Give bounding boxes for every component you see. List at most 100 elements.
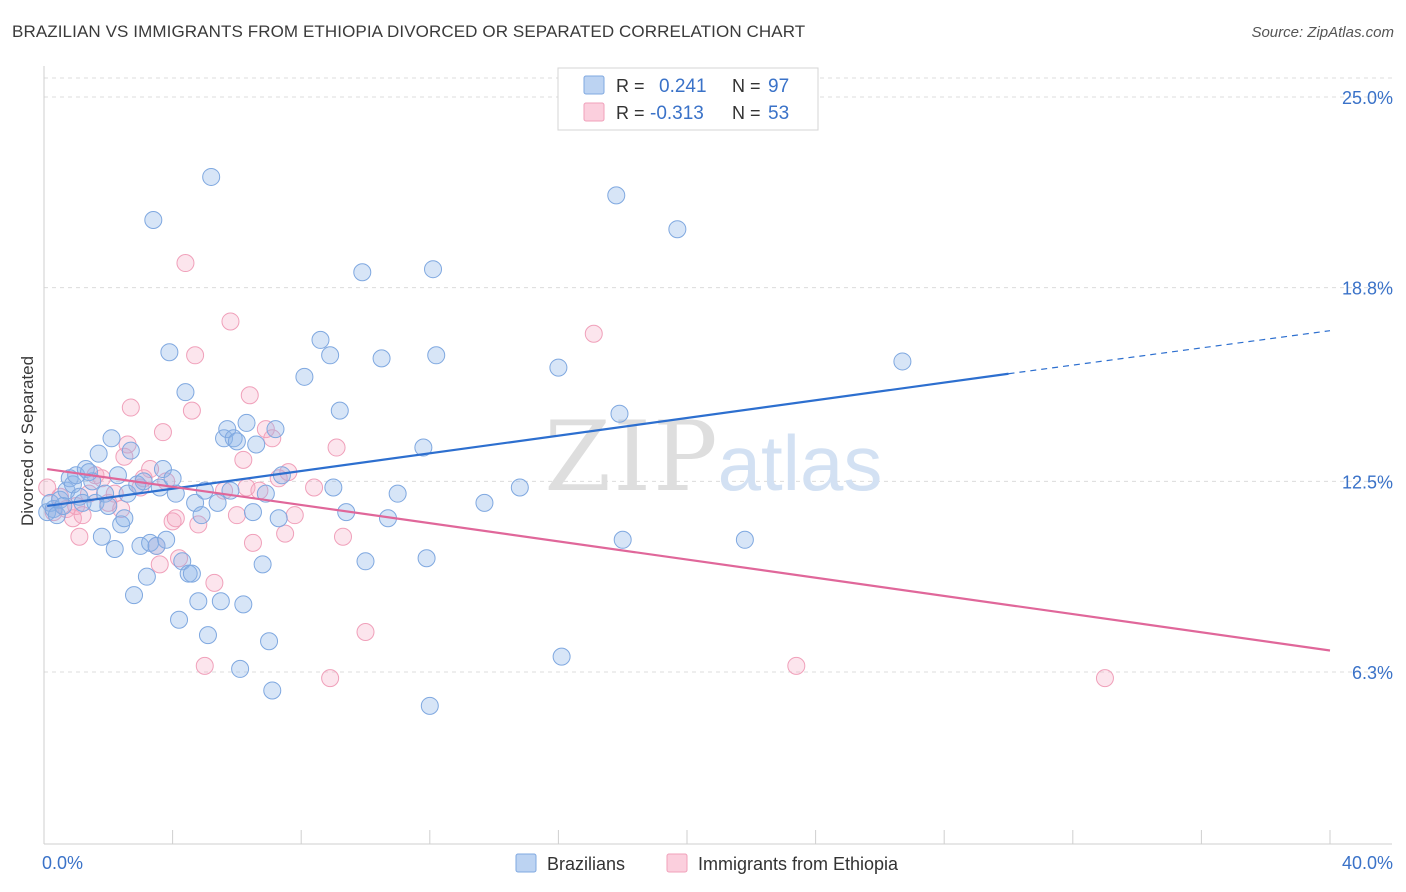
- source-label: Source: ZipAtlas.com: [1251, 24, 1394, 41]
- axes: [43, 66, 1392, 845]
- point-brazilians: [163, 469, 182, 488]
- trend-line-brazilians-extension: [1008, 330, 1331, 375]
- point-brazilians: [108, 466, 127, 485]
- series-brazilians-points: [38, 167, 912, 715]
- point-ethiopia: [276, 524, 295, 543]
- point-brazilians: [735, 530, 754, 549]
- point-brazilians: [105, 540, 124, 559]
- stats-pink-n-value: 53: [768, 103, 789, 124]
- point-brazilians: [266, 420, 285, 439]
- point-brazilians: [47, 506, 66, 525]
- point-brazilians: [510, 478, 529, 497]
- trend-lines: [47, 330, 1331, 652]
- point-brazilians: [157, 530, 176, 549]
- y-axis-label: Divorced or Separated: [18, 355, 37, 526]
- point-ethiopia: [305, 478, 324, 497]
- point-brazilians: [607, 186, 626, 205]
- legend-ethiopia-label: Immigrants from Ethiopia: [698, 854, 899, 874]
- point-ethiopia: [285, 506, 304, 525]
- point-brazilians: [227, 432, 246, 451]
- point-ethiopia: [327, 438, 346, 457]
- stats-blue-r-value: 0.241: [659, 76, 707, 97]
- point-brazilians: [99, 496, 118, 515]
- legend: Brazilians Immigrants from Ethiopia: [515, 853, 899, 874]
- point-brazilians: [102, 429, 121, 448]
- y-tick-label: 25.0%: [1342, 88, 1393, 108]
- point-brazilians: [243, 503, 262, 522]
- point-ethiopia: [150, 555, 169, 574]
- watermark: ZIP atlas: [544, 401, 882, 513]
- stats-pink-swatch: [583, 102, 605, 122]
- point-ethiopia: [227, 506, 246, 525]
- point-brazilians: [388, 484, 407, 503]
- stats-blue-swatch: [583, 75, 605, 95]
- point-ethiopia: [787, 656, 806, 675]
- point-ethiopia: [333, 527, 352, 546]
- stats-pink-r-value: -0.313: [650, 103, 704, 124]
- point-ethiopia: [356, 623, 375, 642]
- stats-pink-n-label: N =: [732, 103, 761, 123]
- tick-labels: 6.3% 12.5% 18.8% 25.0% 0.0% 40.0%: [42, 88, 1393, 873]
- point-brazilians: [189, 592, 208, 611]
- point-brazilians: [121, 441, 140, 460]
- y-tick-label: 12.5%: [1342, 472, 1393, 492]
- point-brazilians: [330, 401, 349, 420]
- point-brazilians: [475, 493, 494, 512]
- point-ethiopia: [153, 423, 172, 442]
- point-brazilians: [321, 346, 340, 365]
- stats-blue-n-value: 97: [768, 76, 789, 97]
- point-ethiopia: [170, 549, 189, 568]
- point-brazilians: [89, 444, 108, 463]
- point-brazilians: [247, 435, 266, 454]
- point-brazilians: [202, 167, 221, 186]
- stats-box: R = 0.241 N = 97 R = -0.313 N = 53: [557, 67, 819, 131]
- trend-line-ethiopia: [47, 467, 1331, 652]
- point-brazilians: [424, 260, 443, 279]
- point-ethiopia: [234, 450, 253, 469]
- point-brazilians: [610, 404, 629, 423]
- point-brazilians: [256, 484, 275, 503]
- point-ethiopia: [163, 512, 182, 531]
- point-brazilians: [198, 626, 217, 645]
- point-brazilians: [211, 592, 230, 611]
- point-ethiopia: [73, 506, 92, 525]
- legend-pink-swatch: [666, 853, 688, 873]
- trend-line-brazilians: [47, 372, 1009, 508]
- legend-blue-swatch: [515, 853, 537, 873]
- point-brazilians: [176, 383, 195, 402]
- point-brazilians: [613, 530, 632, 549]
- point-brazilians: [295, 367, 314, 386]
- point-brazilians: [356, 552, 375, 571]
- point-brazilians: [224, 429, 243, 448]
- stats-pink-r-label: R =: [616, 103, 645, 123]
- point-brazilians: [144, 210, 163, 229]
- x-tick-label-max: 40.0%: [1342, 853, 1393, 873]
- point-ethiopia: [70, 527, 89, 546]
- stats-blue-r-label: R =: [616, 76, 645, 96]
- point-brazilians: [260, 632, 279, 651]
- point-brazilians: [125, 586, 144, 605]
- point-ethiopia: [256, 420, 275, 439]
- point-ethiopia: [243, 533, 262, 552]
- stats-blue-n-label: N =: [732, 76, 761, 96]
- point-ethiopia: [584, 324, 603, 343]
- point-brazilians: [552, 647, 571, 666]
- legend-brazilians-label: Brazilians: [547, 854, 625, 874]
- point-brazilians: [893, 352, 912, 371]
- point-brazilians: [234, 595, 253, 614]
- point-brazilians: [263, 681, 282, 700]
- chart-title: BRAZILIAN VS IMMIGRANTS FROM ETHIOPIA DI…: [12, 22, 806, 41]
- point-brazilians: [153, 460, 172, 479]
- y-tick-label: 6.3%: [1352, 663, 1393, 683]
- point-brazilians: [417, 549, 436, 568]
- point-brazilians: [170, 610, 189, 629]
- point-brazilians: [115, 509, 134, 528]
- point-ethiopia: [321, 669, 340, 688]
- point-brazilians: [218, 420, 237, 439]
- point-brazilians: [668, 220, 687, 239]
- point-ethiopia: [166, 509, 185, 528]
- watermark-atlas: atlas: [718, 419, 883, 507]
- point-brazilians: [182, 564, 201, 583]
- point-brazilians: [324, 478, 343, 497]
